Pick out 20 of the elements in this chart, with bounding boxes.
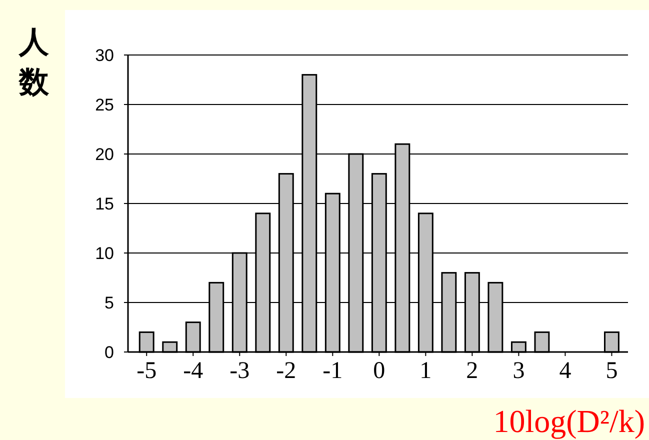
- x-tick-label: -2: [276, 358, 296, 384]
- x-tick-label: 4: [559, 358, 572, 384]
- y-tick-label: 5: [104, 294, 114, 312]
- y-tick-label: 25: [95, 96, 114, 114]
- y-tick-label: 20: [95, 145, 114, 164]
- x-tick-label: -3: [230, 358, 250, 384]
- y-tick-label: 30: [95, 46, 114, 65]
- x-tick-label: 1: [420, 358, 432, 384]
- x-tick-label: 3: [512, 358, 525, 384]
- x-tick-label: 5: [606, 358, 618, 384]
- x-tick-label: -1: [322, 358, 343, 384]
- x-axis-title: 10log(D²/k): [493, 403, 645, 439]
- x-tick-label: -5: [136, 358, 157, 384]
- y-tick-label: 15: [95, 194, 114, 214]
- x-tick-label: 2: [466, 358, 478, 384]
- x-tick-label: -4: [183, 358, 204, 384]
- x-tick-label: 0: [373, 358, 386, 384]
- y-axis-title: 人数: [18, 25, 50, 100]
- y-tick-label: 0: [104, 343, 114, 362]
- y-tick-label: 10: [95, 244, 114, 263]
